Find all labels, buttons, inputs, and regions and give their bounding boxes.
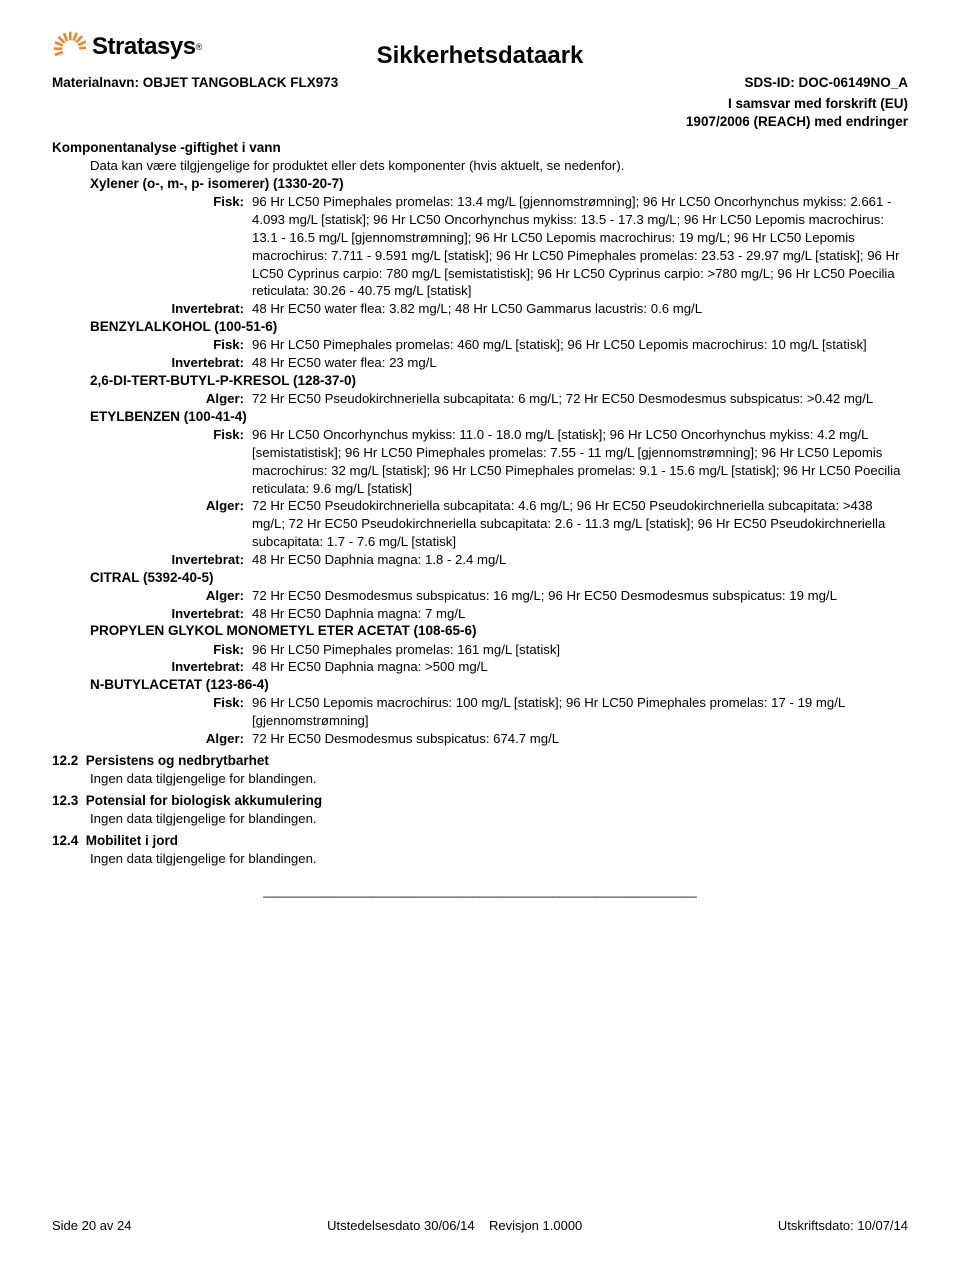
nbutyl-fisk-value: 96 Hr LC50 Lepomis macrochirus: 100 mg/L… <box>252 694 908 730</box>
nbutyl-alger-value: 72 Hr EC50 Desmodesmus subspicatus: 674.… <box>252 730 908 748</box>
section-12-3-num: 12.3 <box>52 793 78 808</box>
citral-alger-value: 72 Hr EC50 Desmodesmus subspicatus: 16 m… <box>252 587 908 605</box>
registered-mark: ® <box>196 41 203 53</box>
label-alger: Alger: <box>132 390 252 408</box>
stratasys-burst-icon <box>52 30 86 64</box>
kresol-alger-value: 72 Hr EC50 Pseudokirchneriella subcapita… <box>252 390 908 408</box>
label-alger: Alger: <box>132 587 252 605</box>
section-komponentanalyse: Komponentanalyse -giftighet i vann <box>52 139 908 157</box>
section-intro: Data kan være tilgjengelige for produkte… <box>90 157 908 175</box>
section-12-4-num: 12.4 <box>52 833 78 848</box>
label-invertebrat: Invertebrat: <box>132 605 252 623</box>
citral-invertebrat-value: 48 Hr EC50 Daphnia magna: 7 mg/L <box>252 605 908 623</box>
sds-id: SDS-ID: DOC-06149NO_A <box>744 74 908 92</box>
section-12-4-body: Ingen data tilgjengelige for blandingen. <box>90 850 908 868</box>
label-fisk: Fisk: <box>132 641 252 659</box>
print-date: Utskriftsdato: 10/07/14 <box>778 1217 908 1235</box>
xylener-invertebrat-value: 48 Hr EC50 water flea: 3.82 mg/L; 48 Hr … <box>252 300 908 318</box>
substance-etylbenzen: ETYLBENZEN (100-41-4) <box>90 408 908 426</box>
issued-date: Utstedelsesdato 30/06/14 <box>327 1218 474 1233</box>
page-number: Side 20 av 24 <box>52 1217 132 1235</box>
label-invertebrat: Invertebrat: <box>132 300 252 318</box>
section-12-3-body: Ingen data tilgjengelige for blandingen. <box>90 810 908 828</box>
material-name: Materialnavn: OBJET TANGOBLACK FLX973 <box>52 74 338 92</box>
section-12-2-num: 12.2 <box>52 753 78 768</box>
substance-citral: CITRAL (5392-40-5) <box>90 569 908 587</box>
label-alger: Alger: <box>132 497 252 550</box>
propylen-fisk-value: 96 Hr LC50 Pimephales promelas: 161 mg/L… <box>252 641 908 659</box>
substance-nbutylacetat: N-BUTYLACETAT (123-86-4) <box>90 676 908 694</box>
section-12-4-title: Mobilitet i jord <box>86 833 178 848</box>
etyl-fisk-value: 96 Hr LC50 Oncorhynchus mykiss: 11.0 - 1… <box>252 426 908 497</box>
label-invertebrat: Invertebrat: <box>132 551 252 569</box>
label-invertebrat: Invertebrat: <box>132 658 252 676</box>
etyl-alger-value: 72 Hr EC50 Pseudokirchneriella subcapita… <box>252 497 908 550</box>
compliance-line-2: 1907/2006 (REACH) med endringer <box>686 113 908 131</box>
substance-propylen: PROPYLEN GLYKOL MONOMETYL ETER ACETAT (1… <box>90 622 908 640</box>
label-fisk: Fisk: <box>132 336 252 354</box>
benzyl-fisk-value: 96 Hr LC50 Pimephales promelas: 460 mg/L… <box>252 336 908 354</box>
footer-separator: ________________________________________… <box>52 882 908 900</box>
label-invertebrat: Invertebrat: <box>132 354 252 372</box>
label-alger: Alger: <box>132 730 252 748</box>
compliance-line-1: I samsvar med forskrift (EU) <box>686 95 908 113</box>
propylen-invertebrat-value: 48 Hr EC50 Daphnia magna: >500 mg/L <box>252 658 908 676</box>
etyl-invertebrat-value: 48 Hr EC50 Daphnia magna: 1.8 - 2.4 mg/L <box>252 551 908 569</box>
section-12-2: 12.2 Persistens og nedbrytbarhet <box>52 752 908 770</box>
label-fisk: Fisk: <box>132 694 252 730</box>
page-footer: Side 20 av 24 Utstedelsesdato 30/06/14 R… <box>0 1215 960 1235</box>
brand-name: Stratasys <box>92 31 196 63</box>
substance-kresol: 2,6-DI-TERT-BUTYL-P-KRESOL (128-37-0) <box>90 372 908 390</box>
section-12-3: 12.3 Potensial for biologisk akkumulerin… <box>52 792 908 810</box>
substance-xylener: Xylener (o-, m-, p- isomerer) (1330-20-7… <box>90 175 908 193</box>
section-12-2-title: Persistens og nedbrytbarhet <box>86 753 269 768</box>
benzyl-invertebrat-value: 48 Hr EC50 water flea: 23 mg/L <box>252 354 908 372</box>
label-fisk: Fisk: <box>132 193 252 300</box>
section-12-3-title: Potensial for biologisk akkumulering <box>86 793 322 808</box>
section-12-2-body: Ingen data tilgjengelige for blandingen. <box>90 770 908 788</box>
substance-benzylalkohol: BENZYLALKOHOL (100-51-6) <box>90 318 908 336</box>
revision: Revisjon 1.0000 <box>489 1218 582 1233</box>
label-fisk: Fisk: <box>132 426 252 497</box>
section-12-4: 12.4 Mobilitet i jord <box>52 832 908 850</box>
xylener-fisk-value: 96 Hr LC50 Pimephales promelas: 13.4 mg/… <box>252 193 908 300</box>
